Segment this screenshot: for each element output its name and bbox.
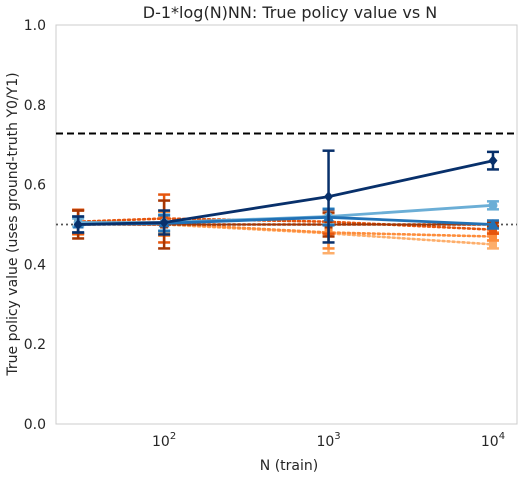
y-tick-label: 1.0 xyxy=(24,18,46,34)
y-tick-label: 0.8 xyxy=(24,98,46,114)
y-tick-label: 0.4 xyxy=(24,257,46,273)
data-point xyxy=(73,219,83,230)
y-tick-label: 0.6 xyxy=(24,178,46,194)
x-tick-label: 103 xyxy=(316,431,340,450)
x-tick-label: 104 xyxy=(481,431,505,450)
y-tick-labels: 0.0 0.2 0.4 0.6 0.8 1.0 xyxy=(24,18,46,433)
series-7 xyxy=(72,149,499,244)
y-axis-label: True policy value (uses ground-truth Y0/… xyxy=(5,72,21,376)
data-point xyxy=(488,240,497,249)
data-point xyxy=(488,200,498,210)
series-line xyxy=(76,159,495,226)
y-tick-label: 0.0 xyxy=(24,417,46,433)
y-tick-label: 0.2 xyxy=(24,337,46,353)
x-tick-labels: 102 103 104 xyxy=(152,431,505,450)
data-point xyxy=(488,155,498,167)
x-axis-label: N (train) xyxy=(260,458,318,474)
data-point xyxy=(159,217,169,229)
data-point xyxy=(487,219,499,229)
series-layer xyxy=(72,149,499,255)
x-tick-label: 102 xyxy=(152,431,176,450)
data-point xyxy=(324,191,334,203)
data-point xyxy=(488,232,497,241)
chart-title: D-1*log(N)NN: True policy value vs N xyxy=(143,3,437,22)
